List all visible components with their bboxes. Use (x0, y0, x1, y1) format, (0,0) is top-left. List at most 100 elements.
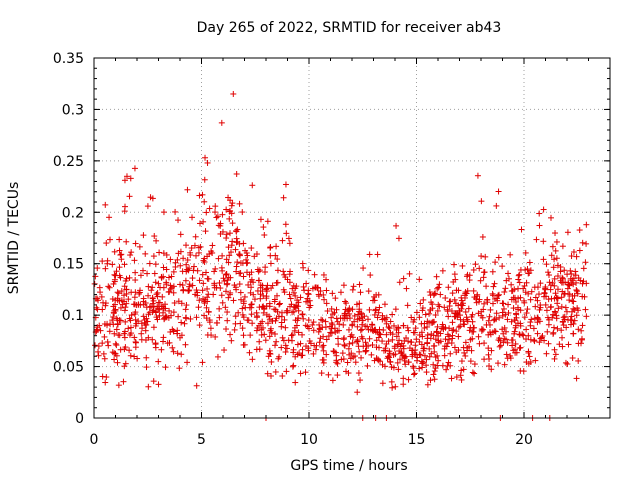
data-point (431, 368, 438, 375)
data-point (575, 326, 582, 333)
data-point (495, 188, 502, 195)
data-point (386, 348, 393, 355)
data-point (366, 306, 373, 313)
y-tick-label: 0 (75, 411, 84, 427)
data-point (132, 338, 139, 345)
data-point (379, 361, 386, 368)
data-point (419, 305, 426, 312)
data-point (169, 344, 176, 351)
data-point (390, 364, 397, 371)
data-point (153, 314, 160, 321)
data-point (579, 322, 586, 329)
data-point (363, 347, 370, 354)
data-point (206, 317, 213, 324)
data-point (570, 320, 577, 327)
data-point (394, 341, 401, 348)
data-point (470, 287, 477, 294)
data-point (490, 317, 497, 324)
data-point (233, 235, 240, 242)
data-point (559, 243, 566, 250)
data-point (355, 370, 362, 377)
data-point (112, 350, 119, 357)
data-point (558, 279, 565, 286)
data-point (511, 346, 518, 353)
data-point (565, 279, 572, 286)
data-point (578, 336, 585, 343)
data-point (282, 342, 289, 349)
data-point (427, 306, 434, 313)
data-point (106, 328, 113, 335)
data-point (171, 299, 178, 306)
data-point (545, 316, 552, 323)
data-point (531, 284, 538, 291)
data-point (395, 235, 402, 242)
data-point (185, 287, 192, 294)
data-point (190, 267, 197, 274)
data-point (458, 294, 465, 301)
data-point (442, 324, 449, 331)
data-point (256, 338, 263, 345)
data-point (500, 305, 507, 312)
data-point (291, 304, 298, 311)
data-point (146, 309, 153, 316)
data-point (266, 333, 273, 340)
data-point (344, 315, 351, 322)
data-point (94, 326, 101, 333)
data-point (168, 273, 175, 280)
data-point (575, 357, 582, 364)
data-point (109, 317, 116, 324)
data-point (116, 247, 123, 254)
data-point (334, 360, 341, 367)
data-point (561, 313, 568, 320)
data-point (385, 353, 392, 360)
data-point (516, 331, 523, 338)
data-point (493, 310, 500, 317)
data-point (138, 336, 145, 343)
data-point (549, 243, 556, 250)
data-point (305, 317, 312, 324)
x-tick-label: 15 (408, 432, 426, 448)
data-point (583, 313, 590, 320)
y-tick-label: 0.1 (62, 308, 84, 324)
data-point (462, 352, 469, 359)
data-point (512, 340, 519, 347)
data-point (111, 350, 118, 357)
data-point (376, 326, 383, 333)
data-point (344, 359, 351, 366)
data-point (200, 295, 207, 302)
data-point (507, 251, 514, 258)
data-point (435, 332, 442, 339)
data-point (375, 291, 382, 298)
data-point (418, 358, 425, 365)
data-point (499, 326, 506, 333)
data-point (391, 343, 398, 350)
data-point (237, 289, 244, 296)
data-point (426, 345, 433, 352)
data-point (190, 263, 197, 270)
data-point (184, 257, 191, 264)
data-point (451, 296, 458, 303)
data-point (550, 264, 557, 271)
data-point (389, 311, 396, 318)
data-point (123, 173, 130, 180)
data-point (105, 342, 112, 349)
data-point (193, 314, 200, 321)
data-point (424, 381, 431, 388)
data-point (283, 345, 290, 352)
data-point (257, 291, 264, 298)
data-point (572, 268, 579, 275)
data-point (260, 309, 267, 316)
data-point (402, 361, 409, 368)
data-point (478, 253, 485, 260)
data-point (132, 277, 139, 284)
data-point (254, 324, 261, 331)
data-point (489, 268, 496, 275)
data-point (469, 335, 476, 342)
data-point (280, 194, 287, 201)
x-tick-label: 10 (300, 432, 318, 448)
data-point (236, 200, 243, 207)
data-point (292, 324, 299, 331)
data-point (323, 300, 330, 307)
data-point (386, 325, 393, 332)
